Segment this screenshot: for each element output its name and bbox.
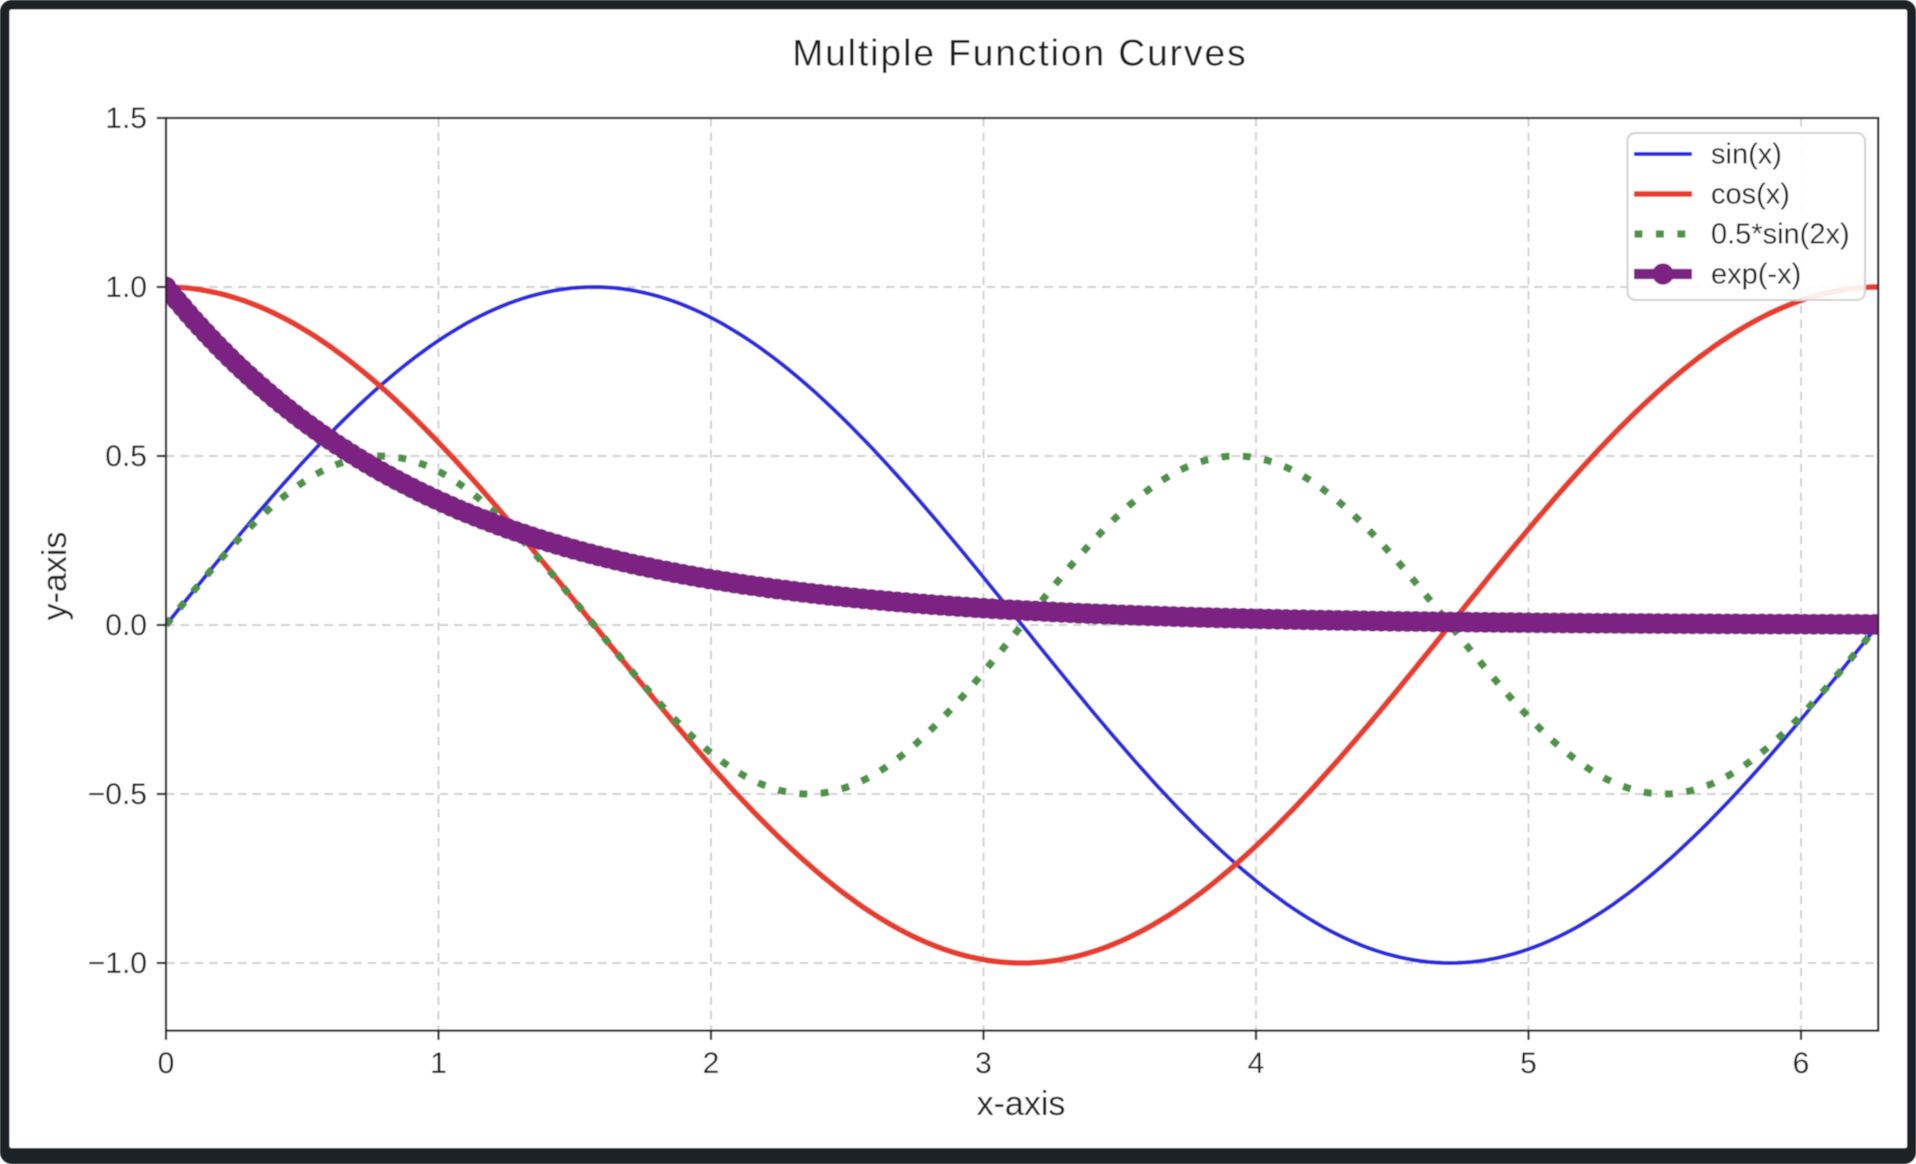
svg-text:2: 2 — [703, 1047, 720, 1080]
svg-text:5: 5 — [1520, 1047, 1537, 1080]
svg-text:cos(x): cos(x) — [1711, 179, 1790, 211]
svg-text:0.0: 0.0 — [105, 609, 147, 642]
svg-text:−1.0: −1.0 — [88, 947, 147, 980]
svg-text:0.5: 0.5 — [105, 440, 147, 473]
svg-text:exp(-x): exp(-x) — [1711, 259, 1801, 291]
svg-text:0.5*sin(2x): 0.5*sin(2x) — [1711, 219, 1850, 251]
svg-text:1.5: 1.5 — [105, 102, 147, 135]
svg-text:sin(x): sin(x) — [1711, 139, 1782, 171]
svg-text:0: 0 — [158, 1047, 175, 1080]
svg-text:3: 3 — [975, 1047, 992, 1080]
svg-text:Multiple Function Curves: Multiple Function Curves — [792, 33, 1247, 74]
svg-text:4: 4 — [1248, 1047, 1265, 1080]
svg-text:1.0: 1.0 — [105, 271, 147, 304]
svg-text:6: 6 — [1793, 1047, 1810, 1080]
svg-text:y-axis: y-axis — [36, 532, 74, 621]
svg-text:1: 1 — [430, 1047, 447, 1080]
svg-text:x-axis: x-axis — [977, 1085, 1066, 1123]
svg-text:−0.5: −0.5 — [88, 778, 147, 811]
